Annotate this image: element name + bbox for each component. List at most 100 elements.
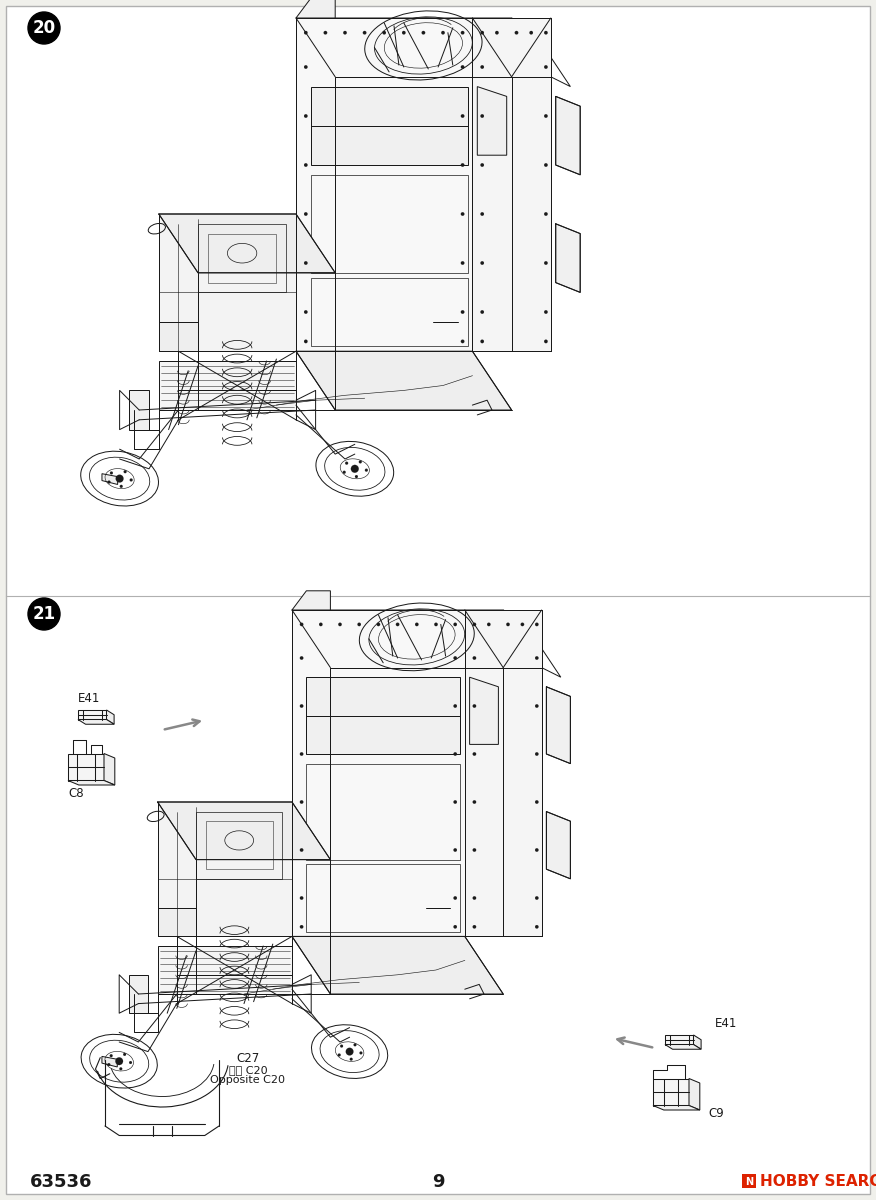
Circle shape [415,623,419,626]
Circle shape [461,163,464,167]
Text: HOBBY SEARCH: HOBBY SEARCH [760,1175,876,1189]
Circle shape [124,1052,126,1056]
Polygon shape [107,710,114,725]
Polygon shape [292,590,330,610]
Circle shape [365,469,368,472]
Circle shape [359,461,362,463]
Polygon shape [68,754,104,780]
Circle shape [544,311,548,313]
Circle shape [480,340,484,343]
Circle shape [487,623,491,626]
Polygon shape [477,86,506,155]
Circle shape [110,1055,113,1057]
Text: C8: C8 [68,787,83,800]
Circle shape [421,31,425,35]
Circle shape [535,800,539,804]
Circle shape [473,656,477,660]
Circle shape [116,475,124,482]
Circle shape [345,462,348,464]
Polygon shape [472,18,551,77]
Circle shape [461,340,464,343]
Circle shape [515,31,519,35]
Circle shape [454,704,457,708]
Polygon shape [158,907,196,936]
Text: E41: E41 [715,1018,738,1030]
Circle shape [454,656,457,660]
Circle shape [116,1057,123,1066]
Circle shape [119,1067,123,1070]
Polygon shape [102,1056,117,1067]
Circle shape [520,623,524,626]
FancyBboxPatch shape [6,6,870,1194]
Circle shape [480,114,484,118]
Polygon shape [665,1044,701,1049]
Circle shape [461,114,464,118]
Circle shape [473,848,477,852]
Circle shape [129,1061,132,1064]
Circle shape [124,470,127,473]
Circle shape [461,31,464,35]
Polygon shape [68,780,115,785]
Circle shape [544,163,548,167]
Circle shape [396,623,399,626]
Polygon shape [78,720,114,725]
Polygon shape [472,18,551,352]
Circle shape [110,472,113,474]
Circle shape [359,1051,363,1055]
Text: 9: 9 [432,1174,444,1190]
Circle shape [535,896,539,900]
Polygon shape [130,390,149,430]
FancyBboxPatch shape [742,1174,756,1188]
Circle shape [434,623,438,626]
Polygon shape [159,322,198,352]
Circle shape [535,704,539,708]
Polygon shape [292,610,465,936]
Circle shape [28,12,60,44]
Polygon shape [689,1079,700,1110]
Polygon shape [78,710,107,720]
Circle shape [300,925,303,929]
Circle shape [338,623,342,626]
Circle shape [442,31,445,35]
Circle shape [535,848,539,852]
Circle shape [300,623,303,626]
Polygon shape [296,0,336,18]
Circle shape [454,623,457,626]
Circle shape [473,896,477,900]
Circle shape [461,65,464,68]
Polygon shape [296,18,512,77]
Circle shape [108,1063,110,1066]
Polygon shape [159,214,296,352]
Circle shape [461,262,464,265]
Circle shape [544,340,548,343]
Circle shape [473,752,477,756]
Polygon shape [555,223,580,293]
Circle shape [300,704,303,708]
Polygon shape [547,811,570,878]
Circle shape [363,31,366,35]
Circle shape [343,470,346,474]
Circle shape [108,480,110,484]
Circle shape [357,623,361,626]
Circle shape [544,262,548,265]
Polygon shape [555,96,580,175]
Circle shape [454,752,457,756]
Circle shape [300,896,303,900]
Circle shape [529,31,533,35]
Circle shape [304,163,307,167]
Circle shape [461,212,464,216]
Circle shape [300,656,303,660]
Polygon shape [311,86,468,164]
Polygon shape [102,474,117,485]
Circle shape [354,1043,357,1046]
Circle shape [454,896,457,900]
Text: 20: 20 [32,19,55,37]
Circle shape [304,311,307,313]
Text: 21: 21 [32,605,55,623]
Polygon shape [653,1105,700,1110]
Circle shape [480,262,484,265]
Circle shape [300,752,303,756]
Polygon shape [665,1034,694,1044]
Circle shape [304,31,307,35]
Text: 对側 C20: 对側 C20 [229,1066,267,1075]
